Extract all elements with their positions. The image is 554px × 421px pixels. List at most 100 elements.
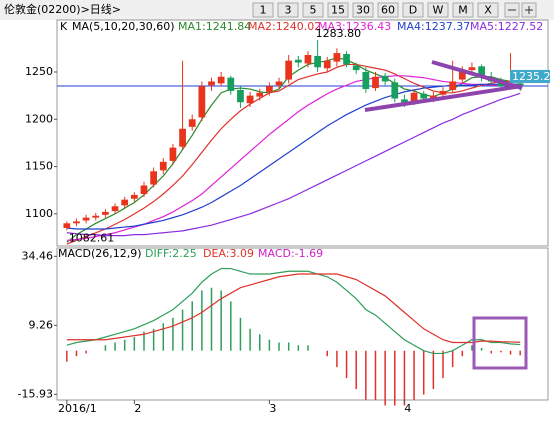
y-tick-label: 1100	[25, 207, 53, 220]
candle-body	[468, 67, 476, 71]
highlight-box	[472, 316, 528, 370]
period-button[interactable]	[377, 2, 399, 18]
candle-body	[179, 128, 186, 147]
candle-body	[188, 119, 196, 127]
x-tick-label: 4	[404, 402, 411, 415]
x-tick-label: 3	[269, 402, 276, 415]
y-tick-label: 1250	[25, 65, 53, 78]
last-price-box	[510, 69, 550, 83]
y-tick-label: 1150	[25, 160, 53, 173]
candle-body	[198, 86, 206, 118]
y-tick-label: 1200	[25, 112, 53, 125]
legend-entry: MA2:1240.02	[248, 20, 321, 33]
trend-line-annotation	[364, 84, 523, 112]
candle-body	[333, 53, 341, 62]
legend-entry: MA1:1241.84	[178, 20, 251, 33]
legend-entry: MA3:1236.43	[318, 20, 391, 33]
candle-body	[343, 54, 350, 65]
candle-body	[275, 81, 283, 86]
period-button[interactable]	[302, 2, 324, 18]
candle-body	[130, 194, 138, 199]
period-buttons: 1 3 5 15 30 60 D W M X	[252, 2, 499, 18]
period-button[interactable]	[252, 2, 274, 18]
candle-body	[410, 92, 418, 102]
x-tick-label: 2016/1	[58, 402, 97, 415]
y-tick-label: -15.93	[18, 387, 53, 400]
candle-body	[391, 82, 399, 99]
indicator-label: MA(5,10,20,30,60)	[72, 20, 175, 33]
legend-entry: MA4:1237.37	[397, 20, 470, 33]
period-button-label: 5	[310, 4, 317, 17]
candle-body	[63, 223, 71, 229]
candle-body	[401, 99, 408, 103]
candle-body	[294, 59, 302, 63]
period-button-label: M	[458, 4, 468, 17]
candle-body	[121, 199, 129, 206]
candle-body	[478, 66, 485, 77]
period-button[interactable]	[327, 2, 349, 18]
candle-body	[285, 60, 293, 80]
period-button-label: X	[484, 4, 492, 17]
candle-body	[266, 86, 273, 92]
period-button-label: 60	[381, 4, 395, 17]
y-tick-label: 9.26	[29, 318, 54, 331]
candle-body	[73, 221, 80, 224]
candle-body	[217, 76, 225, 84]
period-button[interactable]	[477, 2, 499, 18]
candle-body	[169, 147, 177, 161]
candle-body	[449, 81, 457, 90]
candle-body	[420, 93, 428, 99]
candle-body	[111, 206, 119, 212]
candle-body	[381, 75, 389, 82]
low-annotation: 1082.61	[69, 231, 115, 244]
period-button[interactable]	[277, 2, 299, 18]
ma-line	[66, 83, 521, 230]
candle-body	[372, 76, 379, 89]
candle-body	[140, 185, 148, 194]
macd-panel	[56, 247, 549, 401]
candle-body	[82, 217, 90, 221]
macd-line	[66, 273, 521, 344]
candle-body	[227, 77, 235, 91]
trend-line-annotation	[431, 60, 523, 90]
candle-body	[352, 65, 360, 71]
period-button-label: 15	[331, 4, 345, 17]
legend-entry: MA5:1227.52	[470, 20, 543, 33]
instrument-title[interactable]: 伦敦金(02200)>日线>	[4, 2, 121, 16]
period-button[interactable]	[427, 2, 449, 18]
period-button[interactable]	[452, 2, 474, 18]
chart-title: K	[60, 20, 68, 33]
high-annotation: 1283.80	[316, 27, 362, 40]
ma-line	[66, 92, 521, 237]
period-button[interactable]	[402, 2, 424, 18]
candle-body	[150, 171, 158, 185]
candle-body	[159, 161, 167, 171]
ma-line	[66, 75, 521, 241]
last-price-label: 1235.26	[512, 70, 554, 83]
candle-body	[102, 211, 109, 215]
y-tick-label: 34.46	[22, 249, 54, 262]
macd-line	[66, 267, 521, 355]
period-button-label: W	[433, 4, 444, 17]
period-button-label: D	[409, 4, 417, 17]
candle-body	[256, 92, 264, 97]
plot-layer: 1100 1150 1200 1250 K MA(5,10,20,30,60) MA1:12…	[18, 20, 554, 415]
legend-entry: DEA:3.09	[203, 247, 254, 260]
candle-body	[314, 55, 321, 68]
candle-body	[92, 215, 100, 218]
candle-body	[323, 60, 331, 69]
candle-body	[237, 89, 244, 103]
candle-body	[439, 90, 447, 95]
legend-entry: MACD:-1.69	[258, 247, 323, 260]
candle-body	[246, 95, 254, 104]
legend-entry: DIFF:2.25	[145, 247, 197, 260]
candle-body	[497, 82, 505, 87]
period-button[interactable]	[352, 2, 374, 18]
period-button-label: 30	[356, 4, 370, 17]
candle-body	[362, 72, 370, 90]
x-tick-label: 2	[134, 402, 141, 415]
candle-body	[304, 54, 312, 64]
period-button-label: 1	[260, 4, 267, 17]
candle-body	[208, 81, 215, 86]
